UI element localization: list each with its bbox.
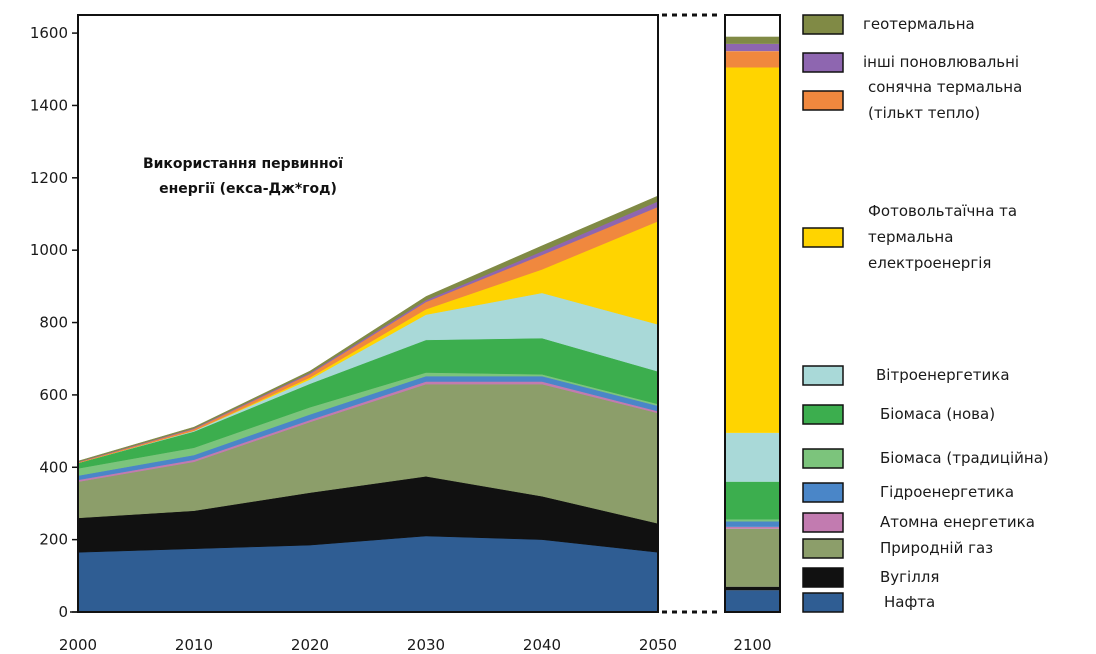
y-tick-label-4: 800 (39, 314, 68, 332)
legend-label-2-0: сонячна термальна (868, 78, 1022, 96)
inset-segment-2 (725, 528, 780, 587)
legend-label-7-0: Гідроенергетика (880, 483, 1014, 501)
legend-label-10-0: Вугілля (880, 568, 939, 586)
inset-segment-11 (725, 36, 780, 44)
legend-swatch-0 (802, 14, 844, 35)
main-plot-frame (77, 14, 659, 613)
y-tick-label-8: 1600 (30, 24, 68, 42)
legend-label-1-0: інші поновлювальні (863, 53, 1019, 71)
legend-swatch-5 (802, 404, 844, 425)
annotation-line-0: Використання первинної (143, 156, 343, 172)
legend-label-0-0: геотермальна (863, 15, 975, 33)
legend-label-4-0: Вітроенергетика (876, 366, 1010, 384)
legend: геотермальна інші поновлювальні сонячна те… (802, 14, 1049, 613)
legend-swatch-7 (802, 482, 844, 503)
axes: 0 200 400 600 800 1000 1200 1400 1600 2000 2010 202… (30, 24, 772, 654)
chart-annotation: Використання первинної енергії (екса-Дж*г… (143, 156, 343, 197)
y-tick-label-2: 400 (39, 458, 68, 476)
legend-label-3-0: Фотовольтаїчна та (868, 202, 1017, 220)
inset-2100-stacked-bars (725, 36, 780, 612)
x-tick-label-1: 2010 (175, 636, 213, 654)
legend-swatch-9 (802, 538, 844, 559)
inset-segment-5 (725, 519, 780, 522)
legend-swatch-4 (802, 365, 844, 386)
x-tick-label-5: 2050 (639, 636, 677, 654)
legend-label-3-1: термальна (868, 228, 953, 246)
legend-label-5-0: Біомаса (нова) (880, 405, 995, 423)
inset-plot-frame (724, 14, 781, 613)
x-tick-label-inset: 2100 (733, 636, 771, 654)
x-tick-label-3: 2030 (407, 636, 445, 654)
legend-label-3-2: електроенергія (868, 254, 991, 272)
y-tick-label-0: 0 (58, 603, 68, 621)
legend-label-2-1: (тількт тепло) (868, 104, 980, 122)
legend-label-9-0: Природній газ (880, 539, 993, 557)
inset-segment-4 (725, 521, 780, 527)
legend-swatch-10 (802, 567, 844, 588)
legend-label-6-0: Біомаса (традиційна) (880, 449, 1049, 467)
main-stacked-areas (77, 195, 659, 613)
x-tick-label-2: 2020 (291, 636, 329, 654)
inset-segment-7 (725, 432, 780, 482)
inset-segment-3 (725, 527, 780, 529)
legend-swatch-1 (802, 52, 844, 73)
legend-swatch-6 (802, 448, 844, 469)
legend-label-11-0: Нафта (884, 593, 935, 611)
inset-segment-10 (725, 43, 780, 52)
legend-swatch-3 (802, 227, 844, 248)
annotation-line-1: енергії (екса-Дж*год) (159, 181, 337, 197)
y-tick-label-6: 1200 (30, 169, 68, 187)
inset-segment-0 (725, 590, 780, 612)
legend-swatch-11 (802, 592, 844, 613)
legend-label-8-0: Атомна енергетика (880, 513, 1035, 531)
legend-swatch-2 (802, 90, 844, 111)
y-tick-label-3: 600 (39, 386, 68, 404)
inset-segment-8 (725, 67, 780, 433)
y-tick-label-1: 200 (39, 531, 68, 549)
inset-segment-6 (725, 481, 780, 520)
x-tick-label-4: 2040 (523, 636, 561, 654)
y-tick-label-7: 1400 (30, 96, 68, 114)
x-tick-label-0: 2000 (59, 636, 97, 654)
y-tick-label-5: 1000 (30, 241, 68, 259)
inset-segment-9 (725, 51, 780, 68)
inset-segment-1 (725, 586, 780, 591)
legend-swatch-8 (802, 512, 844, 533)
plot-frames (77, 13, 781, 614)
